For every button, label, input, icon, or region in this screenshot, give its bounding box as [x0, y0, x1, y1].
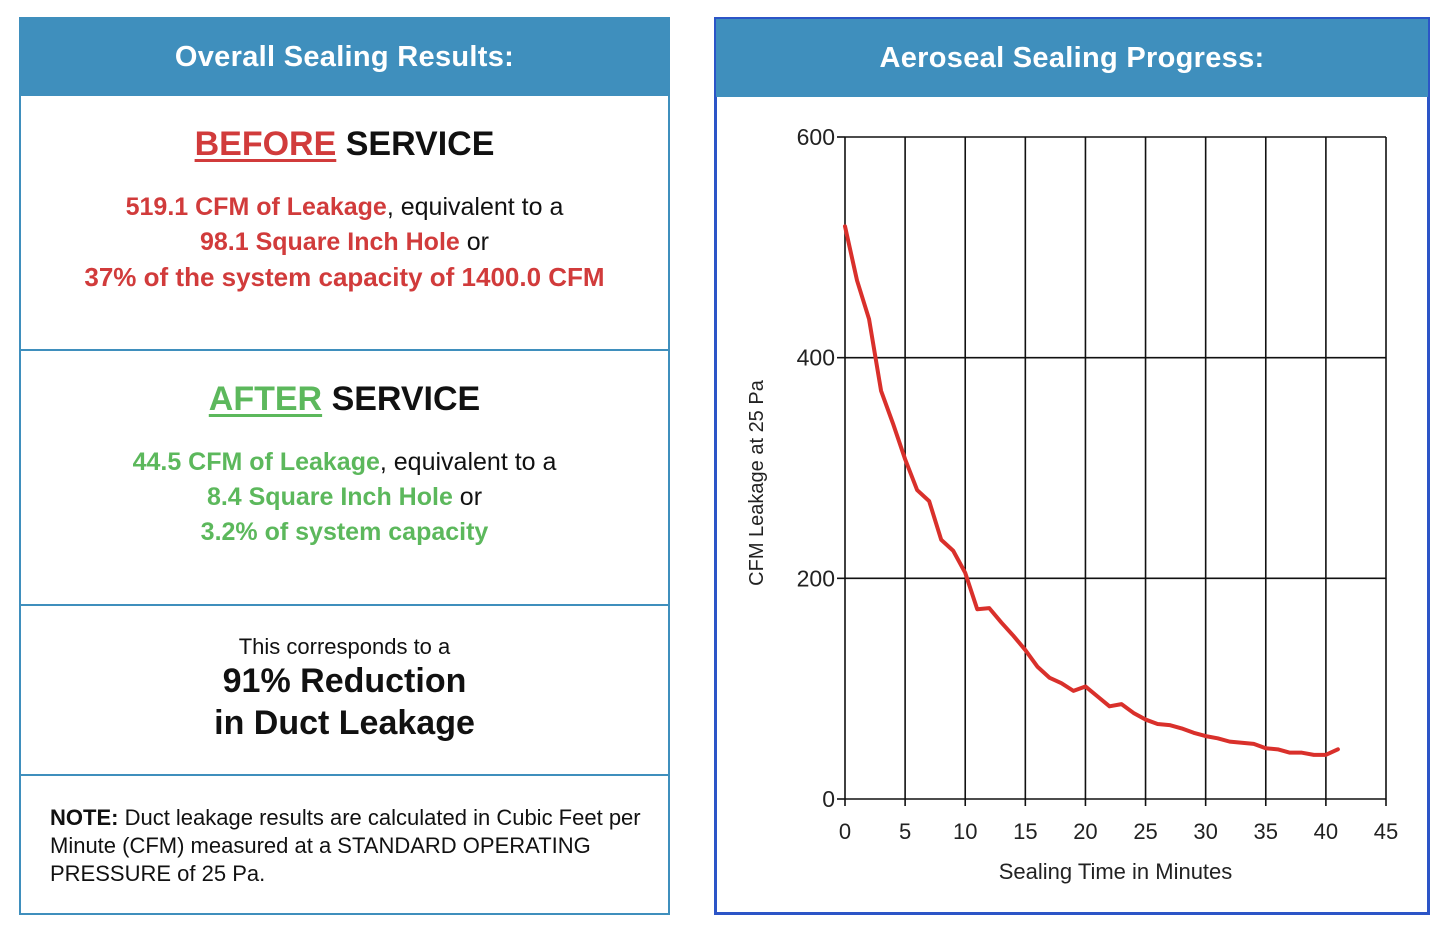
x-tick-label: 40 [1314, 819, 1338, 844]
reduction-intro: This corresponds to a [238, 634, 451, 659]
y-tick-label: 200 [797, 565, 835, 591]
after-hole: 8.4 Square Inch Hole [206, 483, 453, 511]
before-service-section: BEFORE SERVICE 519.1 CFM of Leakage, equ… [21, 96, 668, 351]
x-tick-label: 30 [1193, 819, 1217, 844]
after-hole-suffix: or [452, 483, 483, 511]
y-axis-label: CFM Leakage at 25 Pa [746, 379, 768, 586]
x-tick-label: 10 [953, 819, 977, 844]
after-service-section: AFTER SERVICE 44.5 CFM of Leakage, equiv… [21, 351, 668, 606]
x-tick-label: 35 [1254, 819, 1278, 844]
x-tick-label: 15 [1013, 819, 1037, 844]
x-tick-label: 20 [1073, 819, 1097, 844]
note-text: NOTE: Duct leakage results are calculate… [50, 804, 650, 888]
after-word: AFTER [208, 380, 323, 418]
y-tick-label: 400 [797, 345, 835, 371]
sealing-progress-panel: Aeroseal Sealing Progress: 0 5 10 15 20 25 30 3… [714, 17, 1430, 915]
before-hole: 98.1 Square Inch Hole [199, 228, 460, 256]
before-service-word: SERVICE [345, 125, 495, 163]
before-capacity: 37% of the system capacity of 1400.0 CFM [84, 262, 605, 292]
sealing-progress-chart: 0 5 10 15 20 25 30 35 40 45 0 200 400 600 Sealing Tim… [746, 124, 1399, 884]
progress-header: Aeroseal Sealing Progress: [716, 19, 1428, 97]
note-body: Duct leakage results are calculated in C… [50, 805, 641, 886]
chart-ticks: 0 5 10 15 20 25 30 35 40 45 0 200 400 600 [797, 124, 1399, 844]
results-header: Overall Sealing Results: [21, 19, 668, 96]
chart-series [843, 224, 1340, 757]
before-details: 519.1 CFM of Leakage, equivalent to a 98… [21, 190, 668, 296]
before-hole-suffix: or [459, 228, 489, 256]
after-title: AFTER SERVICE [21, 379, 668, 419]
before-word: BEFORE [194, 125, 337, 163]
before-leakage-suffix: , equivalent to a [386, 193, 564, 221]
reduction-line-2: in Duct Leakage [214, 704, 475, 742]
x-tick-label: 25 [1133, 819, 1157, 844]
x-tick-label: 45 [1374, 819, 1398, 844]
reduction-section: This corresponds to a 91% Reduction in D… [21, 606, 668, 776]
after-details: 44.5 CFM of Leakage, equivalent to a 8.4… [21, 445, 668, 550]
before-title: BEFORE SERVICE [21, 124, 668, 164]
y-tick-label: 0 [822, 786, 835, 812]
after-service-word: SERVICE [331, 380, 481, 418]
x-tick-label: 5 [899, 819, 911, 844]
chart-grid [844, 136, 1387, 800]
before-leakage: 519.1 CFM of Leakage [125, 193, 387, 221]
leakage-series-line [843, 224, 1340, 757]
x-tick-label: 0 [839, 819, 851, 844]
after-capacity: 3.2% of system capacity [200, 518, 489, 546]
x-axis-label: Sealing Time in Minutes [999, 859, 1233, 884]
sealing-results-panel: Overall Sealing Results: BEFORE SERVICE … [19, 17, 670, 915]
note-section: NOTE: Duct leakage results are calculate… [21, 776, 668, 913]
reduction-line-1: 91% Reduction [222, 662, 467, 700]
after-leakage-suffix: , equivalent to a [379, 448, 557, 476]
after-leakage: 44.5 CFM of Leakage [132, 448, 380, 476]
y-tick-label: 600 [797, 124, 835, 150]
note-label: NOTE: [50, 805, 119, 830]
